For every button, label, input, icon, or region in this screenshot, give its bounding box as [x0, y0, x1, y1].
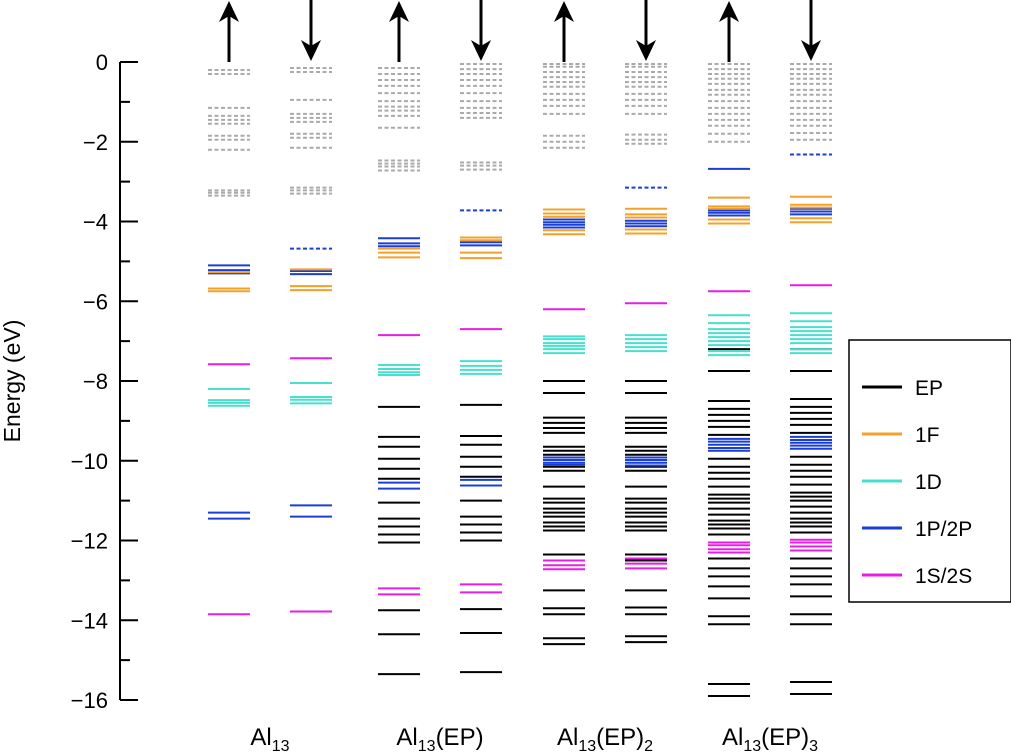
y-tick-label: −14 — [71, 608, 108, 633]
energy-levels — [208, 62, 832, 698]
y-axis-title: Energy (eV) — [0, 320, 25, 443]
y-tick-label: −8 — [83, 369, 108, 394]
legend-label: 1P/2P — [915, 518, 972, 541]
category-label: Al13(EP)3 — [722, 724, 818, 754]
legend-box — [848, 339, 1011, 603]
y-tick-label: −10 — [71, 449, 108, 474]
spin-down-arrow-icon — [636, 0, 656, 61]
y-tick-label: −12 — [71, 529, 108, 554]
y-tick-label: −2 — [83, 130, 108, 155]
y-axis: 0 −2 −4 −6 −8 −10 −12 −14 −16 — [71, 50, 138, 713]
spin-arrows — [219, 0, 821, 62]
category-label: Al13 — [250, 724, 289, 754]
y-tick-label: 0 — [96, 50, 108, 75]
spin-up-arrow-icon — [719, 1, 739, 62]
legend-label: 1D — [915, 471, 942, 494]
spin-down-arrow-icon — [801, 0, 821, 61]
category-label: Al13(EP)2 — [557, 724, 653, 754]
y-tick-label: −4 — [83, 210, 108, 235]
spin-up-arrow-icon — [219, 1, 239, 62]
legend-label: 1F — [915, 424, 940, 447]
legend-label: 1S/2S — [915, 565, 972, 588]
spin-down-arrow-icon — [301, 0, 321, 61]
spin-up-arrow-icon — [554, 1, 574, 62]
y-tick-label: −6 — [83, 289, 108, 314]
spin-up-arrow-icon — [389, 1, 409, 62]
legend-label: EP — [915, 377, 943, 400]
legend: EP 1F 1D 1P/2P 1S/2S — [848, 339, 1011, 603]
category-label: Al13(EP) — [396, 724, 483, 754]
category-labels: Al13 Al13(EP) Al13(EP)2 Al13(EP)3 — [250, 724, 818, 754]
y-tick-label: −16 — [71, 688, 108, 713]
spin-down-arrow-icon — [471, 0, 491, 61]
